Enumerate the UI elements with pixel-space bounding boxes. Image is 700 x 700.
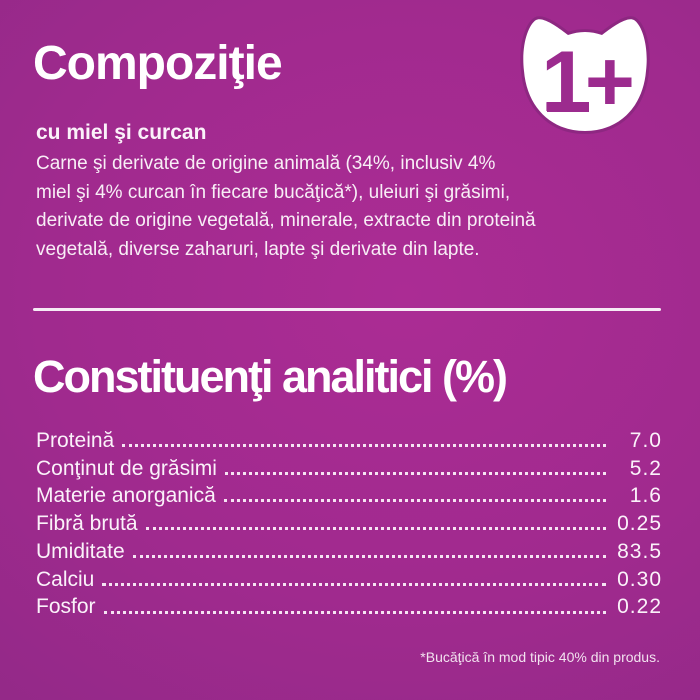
table-row: Fibră brută 0.25: [36, 507, 662, 535]
section-divider: [33, 308, 661, 311]
dot-leader: [103, 610, 606, 614]
composition-line: derivate de origine vegetală, minerale, …: [36, 210, 536, 231]
table-row: Umiditate 83.5: [36, 535, 662, 563]
table-row: Materie anorganică 1.6: [36, 480, 662, 508]
table-row: Fosfor 0.22: [36, 591, 662, 619]
nutrient-label: Umiditate: [36, 539, 125, 563]
table-row: Proteină 7.0: [36, 424, 662, 452]
table-row: Conţinut de grăsimi 5.2: [36, 452, 662, 480]
variant-subtitle: cu miel şi curcan: [36, 121, 207, 144]
composition-line: miel şi 4% curcan în fiecare bucăţică*),…: [36, 181, 511, 203]
age-badge-label: 1+: [541, 34, 632, 130]
dot-leader: [224, 471, 606, 475]
nutrient-table: Proteină 7.0 Conţinut de grăsimi 5.2 Mat…: [36, 424, 662, 619]
dot-leader: [145, 527, 606, 531]
nutrient-label: Materie anorganică: [36, 484, 216, 508]
nutrient-value: 7.0: [629, 428, 662, 452]
analytical-constituents-title: Constituenţi analitici (%): [33, 351, 508, 402]
nutrient-label: Fosfor: [36, 595, 96, 619]
composition-body: Carne şi derivate de origine animală (34…: [36, 150, 596, 264]
nutrient-label: Calciu: [36, 567, 95, 591]
dot-leader: [132, 554, 606, 558]
cat-head-icon: 1+: [520, 16, 650, 134]
nutrient-label: Conţinut de grăsimi: [36, 456, 217, 480]
composition-line: vegetală, diverse zaharuri, lapte şi der…: [36, 238, 480, 260]
nutrient-value: 1.6: [629, 484, 662, 508]
nutrient-label: Proteină: [36, 428, 115, 452]
dot-leader: [102, 582, 606, 586]
nutrient-label: Fibră brută: [36, 512, 138, 536]
nutrient-value: 0.22: [617, 595, 662, 619]
dot-leader: [122, 443, 606, 447]
nutrient-value: 83.5: [617, 539, 662, 563]
composition-title: Compoziţie: [33, 37, 283, 90]
nutrient-value: 5.2: [629, 456, 662, 480]
nutrient-value: 0.25: [617, 512, 662, 536]
table-row: Calciu 0.30: [36, 563, 662, 591]
nutrient-value: 0.30: [617, 567, 662, 591]
dot-leader: [223, 499, 606, 503]
age-badge: 1+: [509, 14, 661, 141]
digit-base-serif: [547, 102, 589, 112]
composition-line: Carne şi derivate de origine animală (34…: [36, 153, 496, 174]
chunk-footnote: *Bucăţică în mod tipic 40% din produs.: [420, 649, 660, 665]
